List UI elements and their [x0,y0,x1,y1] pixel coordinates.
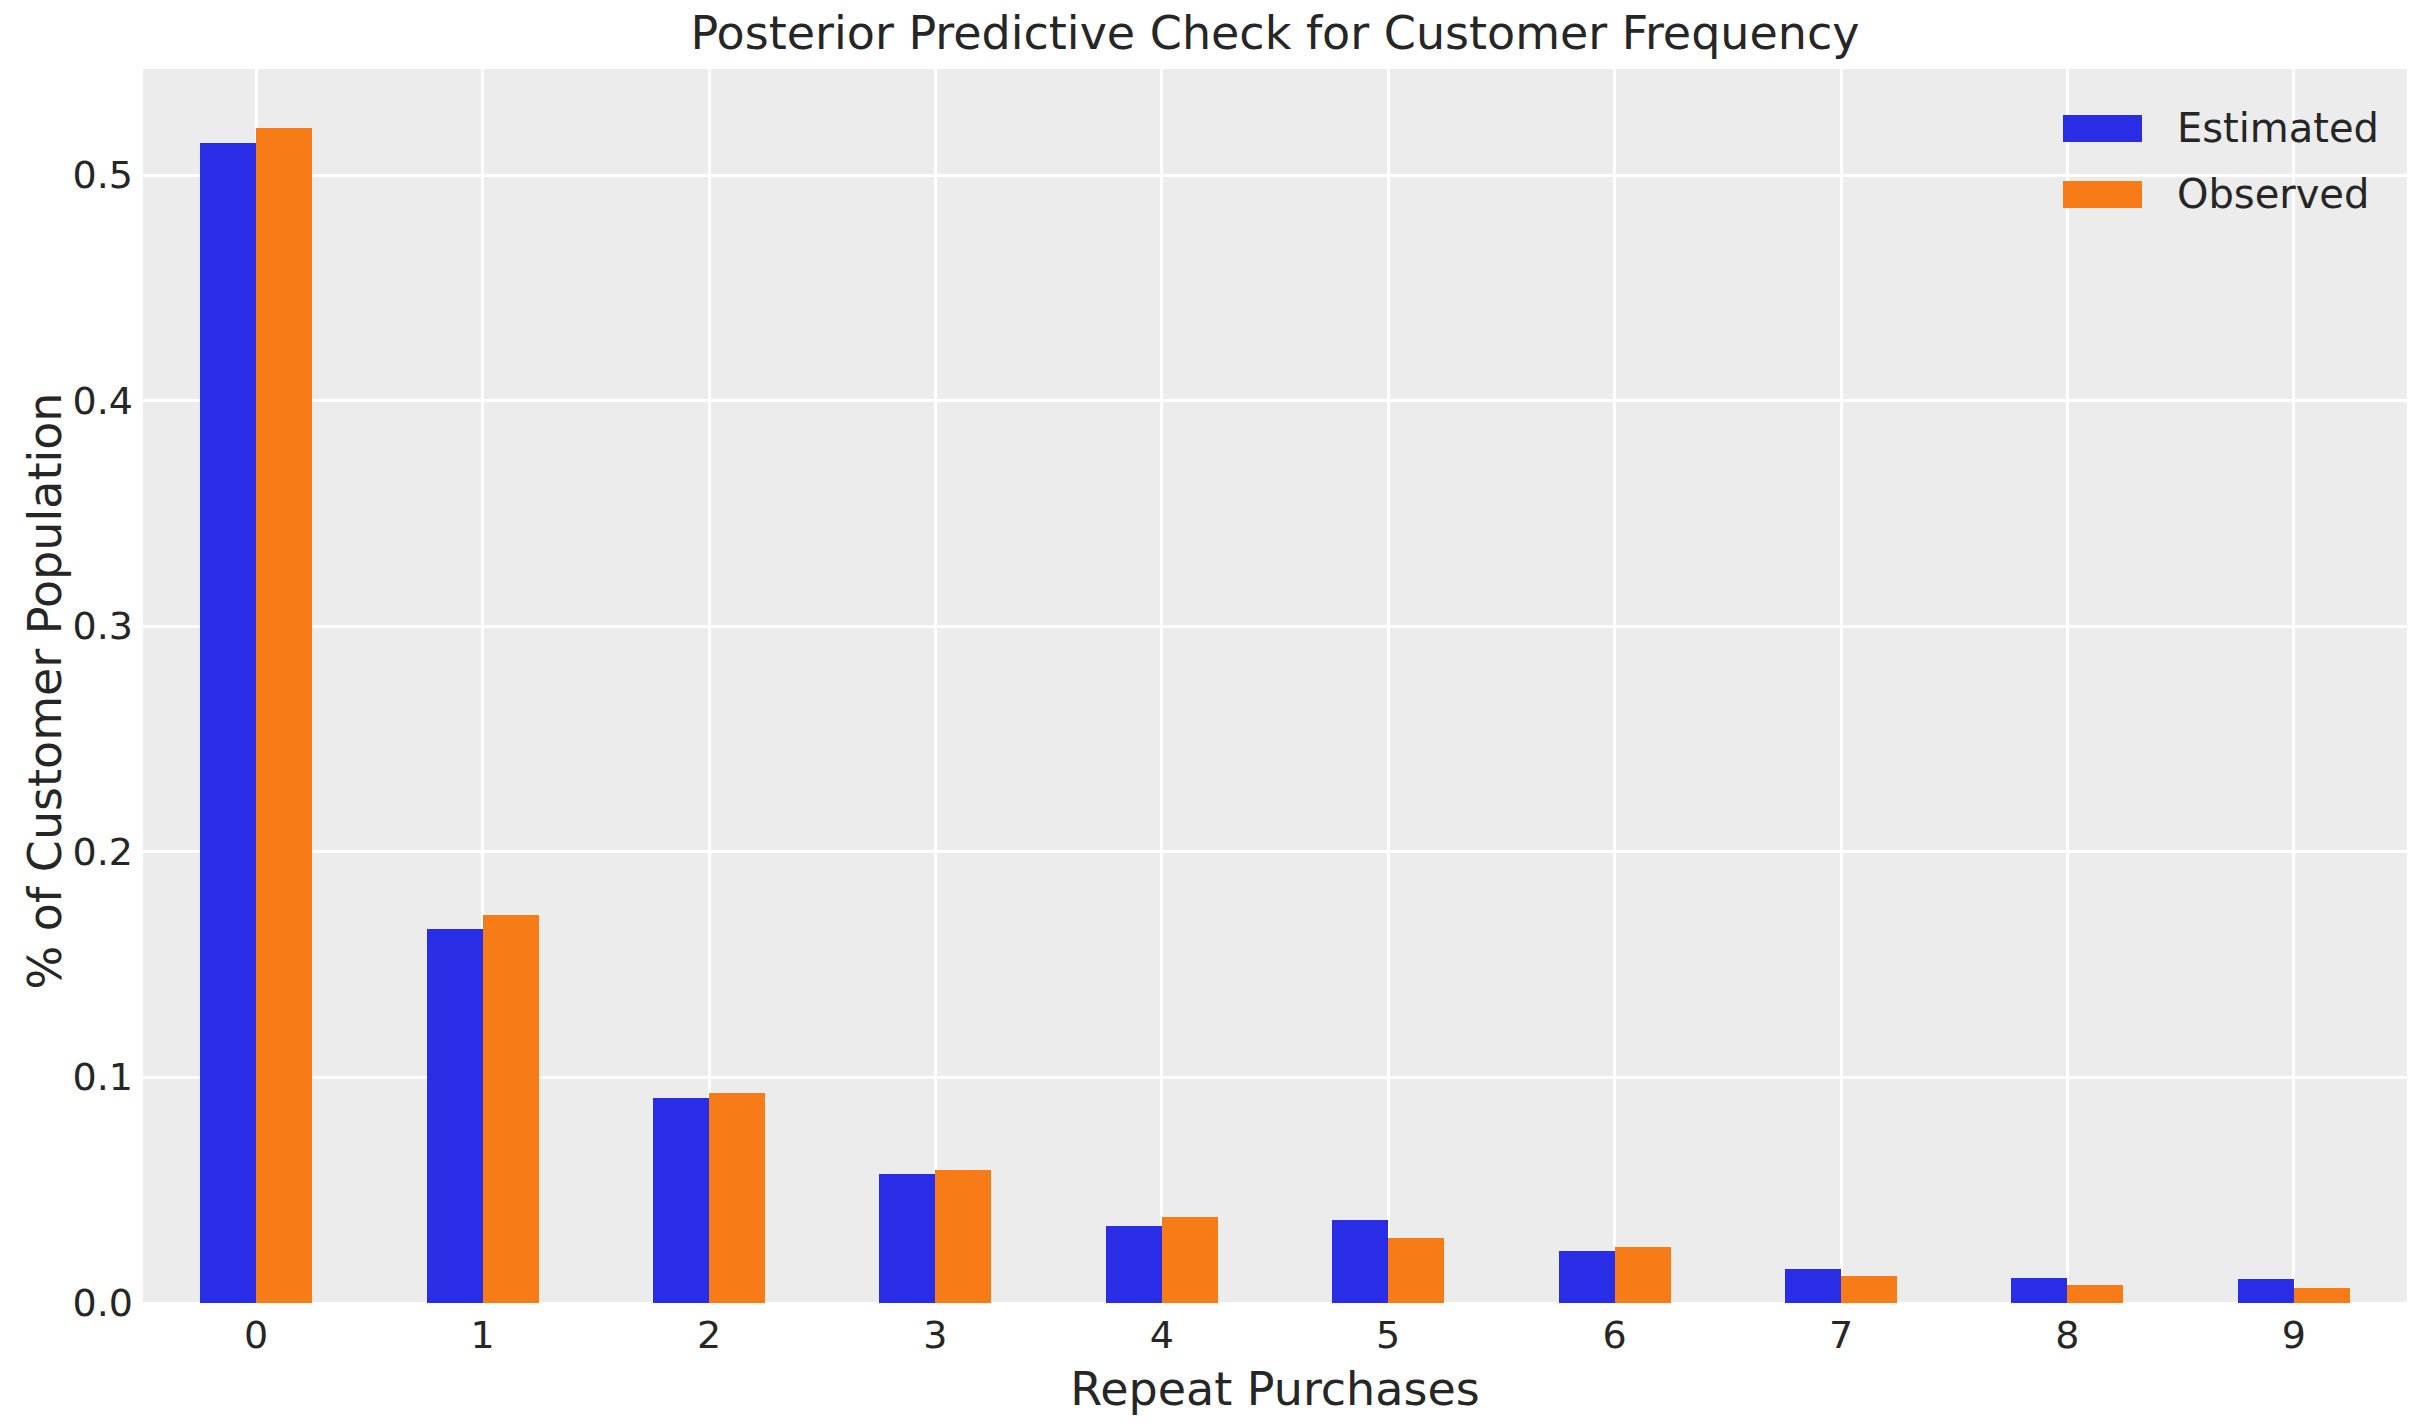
legend-label-estimated: Estimated [2177,105,2379,151]
y-axis-label: % of Customer Population [18,341,72,1041]
bar-group-0 [143,69,369,1303]
legend-item-estimated: Estimated [2063,105,2379,151]
legend-label-observed: Observed [2177,171,2369,217]
bar-group-9 [2181,69,2407,1303]
bar-observed-8 [2067,1285,2123,1303]
x-tick-label: 7 [1781,1313,1901,1357]
x-tick-label: 2 [649,1313,769,1357]
bar-estimated-5 [1332,1220,1388,1303]
x-tick-label: 9 [2234,1313,2354,1357]
bar-observed-2 [709,1093,765,1303]
legend-swatch-observed-icon [2063,181,2142,208]
bar-group-7 [1728,69,1954,1303]
bar-group-4 [1049,69,1275,1303]
bar-group-5 [1275,69,1501,1303]
bar-group-3 [822,69,1048,1303]
bar-estimated-2 [653,1098,709,1303]
bar-estimated-7 [1785,1269,1841,1303]
x-tick-label: 6 [1555,1313,1675,1357]
legend-swatch-estimated-icon [2063,115,2142,142]
x-tick-label: 4 [1102,1313,1222,1357]
x-tick-label: 3 [875,1313,995,1357]
x-tick-label: 0 [196,1313,316,1357]
bar-group-8 [1954,69,2180,1303]
bar-estimated-1 [427,929,483,1303]
y-tick-label: 0.4 [3,379,133,423]
bar-observed-0 [256,128,312,1303]
bar-observed-5 [1388,1238,1444,1303]
x-tick-label: 1 [423,1313,543,1357]
y-tick-label: 0.0 [3,1281,133,1325]
bar-observed-3 [935,1170,991,1303]
bar-observed-7 [1841,1276,1897,1303]
bar-group-6 [1501,69,1727,1303]
bar-group-1 [369,69,595,1303]
x-tick-label: 8 [2007,1313,2127,1357]
y-tick-label: 0.3 [3,604,133,648]
y-tick-label: 0.5 [3,153,133,197]
bar-estimated-3 [879,1174,935,1303]
bar-observed-1 [483,915,539,1303]
legend-item-observed: Observed [2063,171,2379,217]
bar-estimated-4 [1106,1226,1162,1303]
bar-estimated-9 [2238,1279,2294,1303]
bar-estimated-0 [200,143,256,1303]
x-tick-label: 5 [1328,1313,1448,1357]
plot-area: Estimated Observed [143,69,2407,1303]
chart-title: Posterior Predictive Check for Customer … [143,6,2407,60]
bar-group-2 [596,69,822,1303]
legend: Estimated Observed [2063,105,2379,217]
y-tick-label: 0.2 [3,830,133,874]
bar-estimated-6 [1559,1251,1615,1303]
bar-observed-4 [1162,1217,1218,1303]
bar-observed-6 [1615,1247,1671,1303]
x-axis-label: Repeat Purchases [143,1362,2407,1416]
bar-observed-9 [2294,1288,2350,1303]
bar-estimated-8 [2011,1278,2067,1303]
y-tick-label: 0.1 [3,1055,133,1099]
figure: Posterior Predictive Check for Customer … [0,0,2423,1423]
